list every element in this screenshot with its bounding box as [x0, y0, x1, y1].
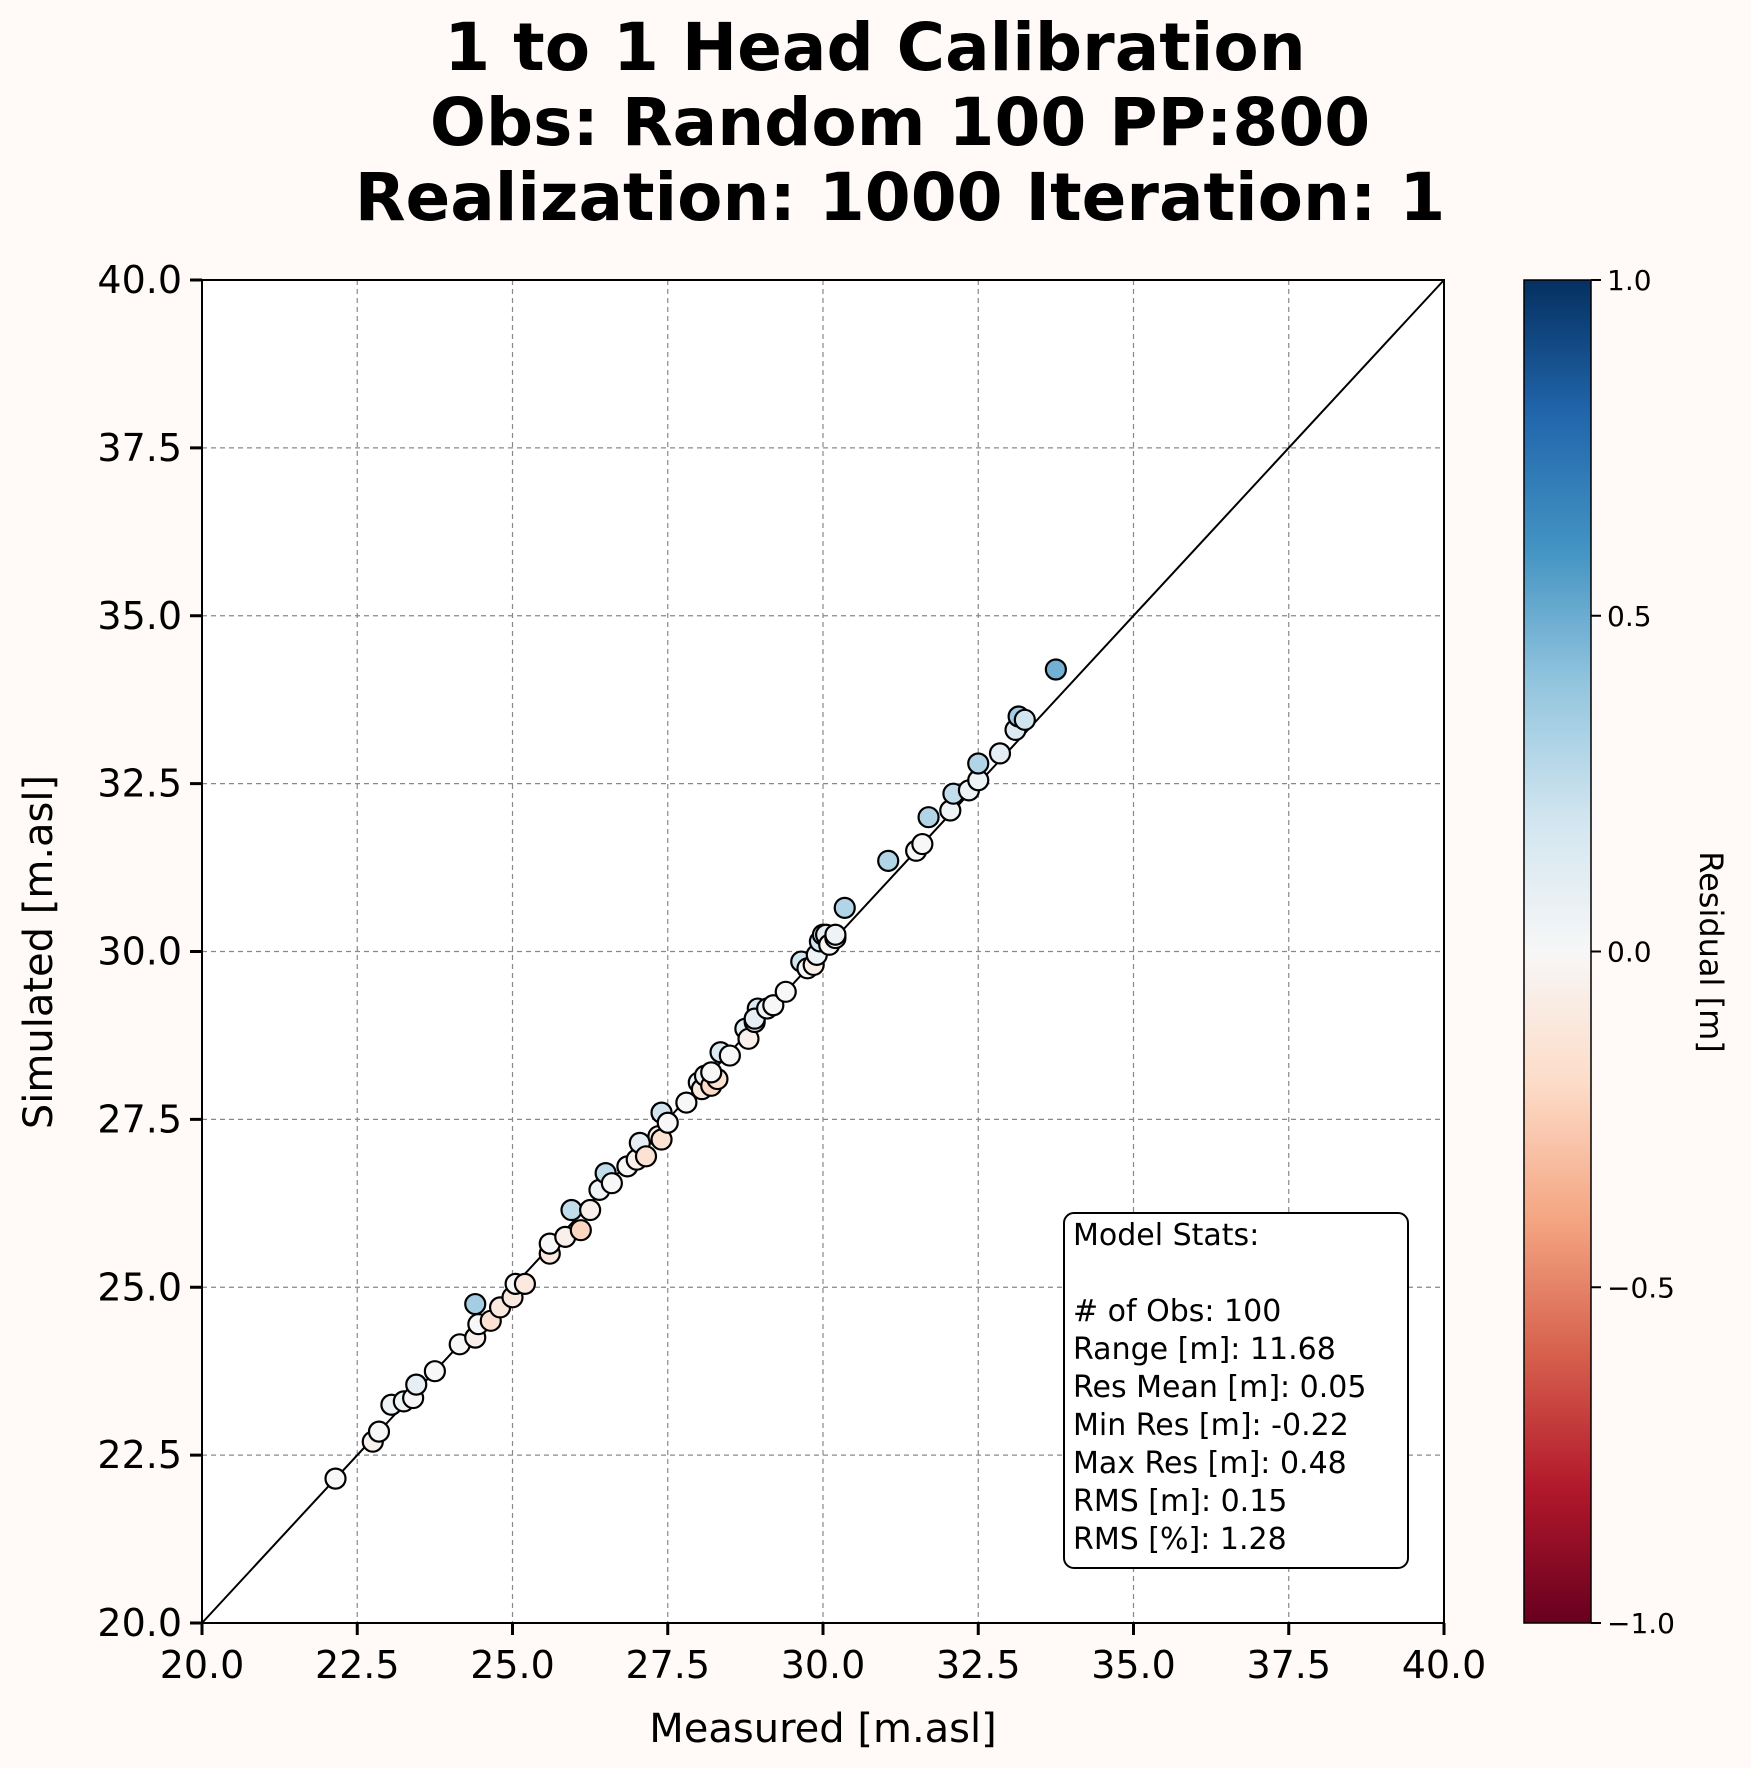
y-tick-label-5: 32.5: [97, 762, 182, 806]
colorbar-label: Residual [m]: [1692, 851, 1730, 1052]
stats-line-2: # of Obs: 100: [1073, 1294, 1281, 1329]
x-axis-label: Measured [m.asl]: [649, 1706, 996, 1752]
data-point-42: [718, 1044, 741, 1067]
x-tick-label-0: 20.0: [160, 1643, 245, 1687]
colorbar: 1.0 0.5 0.0 −0.5 −1.0 Residual [m]: [1523, 264, 1730, 1640]
x-tick-label-5: 32.5: [936, 1643, 1021, 1687]
colorbar-tick-label-1: 0.5: [1607, 600, 1652, 633]
y-tick-label-6: 35.0: [97, 594, 182, 638]
colorbar-tick-label-3: −0.5: [1607, 1271, 1675, 1304]
y-tick-label-0: 20.0: [97, 1601, 182, 1645]
y-tick-label-4: 30.0: [97, 930, 182, 974]
data-point-64: [911, 832, 934, 856]
colorbar-ticks: 1.0 0.5 0.0 −0.5 −1.0: [1591, 264, 1675, 1640]
data-point-34: [675, 1091, 698, 1114]
y-tick-label-3: 27.5: [97, 1097, 182, 1141]
title-line-3: Realization: 1000 Iteration: 1: [355, 159, 1446, 236]
data-point-60: [824, 923, 847, 946]
colorbar-tick-label-4: −1.0: [1607, 1607, 1675, 1640]
y-tick-label-7: 37.5: [97, 426, 182, 470]
y-tick-label-8: 40.0: [97, 258, 182, 302]
y-axis-ticks: 20.0 22.5 25.0 27.5 30.0 32.5 35.0 37.5 40.0: [97, 258, 202, 1645]
data-point-20: [560, 1198, 583, 1222]
stats-line-5: Min Res [m]: -0.22: [1073, 1408, 1349, 1443]
y-tick-label-1: 22.5: [97, 1433, 182, 1477]
x-tick-label-7: 37.5: [1246, 1643, 1331, 1687]
data-point-74: [1013, 708, 1036, 731]
data-point-49: [762, 994, 785, 1017]
stats-line-4: Res Mean [m]: 0.05: [1073, 1370, 1366, 1405]
data-point-29: [634, 1145, 658, 1168]
chart-title: 1 to 1 Head Calibration Obs: Random 100 …: [355, 9, 1446, 236]
data-point-25: [600, 1172, 623, 1195]
stats-line-8: RMS [%]: 1.28: [1073, 1522, 1287, 1557]
data-point-50: [774, 980, 797, 1003]
data-point-22: [579, 1198, 602, 1222]
data-point-70: [967, 752, 990, 775]
colorbar-gradient: [1523, 279, 1592, 1624]
data-point-7: [423, 1360, 446, 1383]
stats-line-7: RMS [m]: 0.15: [1073, 1484, 1287, 1519]
stats-box-frame: [1063, 1212, 1409, 1569]
data-point-71: [988, 742, 1012, 765]
data-point-21: [569, 1219, 592, 1242]
x-axis-ticks: 20.0 22.5 25.0 27.5 30.0 32.5 35.0 37.5 40.0: [160, 1623, 1487, 1687]
x-tick-label-8: 40.0: [1402, 1643, 1487, 1687]
scatter-points: [324, 658, 1067, 1490]
x-tick-label-2: 25.0: [470, 1643, 555, 1687]
data-point-0: [324, 1467, 347, 1490]
data-point-6: [405, 1373, 428, 1396]
data-point-11: [464, 1292, 487, 1316]
stats-line-0: Model Stats:: [1073, 1218, 1259, 1253]
data-point-65: [917, 806, 940, 829]
title-line-1: 1 to 1 Head Calibration: [444, 9, 1305, 86]
title-line-2: Obs: Random 100 PP:800: [430, 84, 1370, 161]
stats-line-3: Range [m]: 11.68: [1073, 1332, 1336, 1367]
x-tick-label-4: 30.0: [781, 1643, 866, 1687]
data-point-61: [833, 896, 856, 919]
data-point-75: [1044, 658, 1067, 681]
data-point-2: [367, 1420, 391, 1443]
x-tick-label-1: 22.5: [315, 1643, 400, 1687]
data-point-33: [656, 1111, 679, 1134]
x-tick-label-6: 35.0: [1091, 1643, 1176, 1687]
data-point-40: [700, 1061, 723, 1084]
data-point-62: [877, 849, 900, 872]
colorbar-tick-label-2: 0.0: [1607, 936, 1652, 969]
x-tick-label-3: 27.5: [625, 1643, 710, 1687]
y-tick-label-2: 25.0: [97, 1265, 182, 1309]
colorbar-tick-label-0: 1.0: [1607, 264, 1652, 297]
data-point-16: [513, 1272, 537, 1295]
y-axis-label: Simulated [m.asl]: [16, 775, 62, 1129]
stats-line-6: Max Res [m]: 0.48: [1073, 1446, 1347, 1481]
